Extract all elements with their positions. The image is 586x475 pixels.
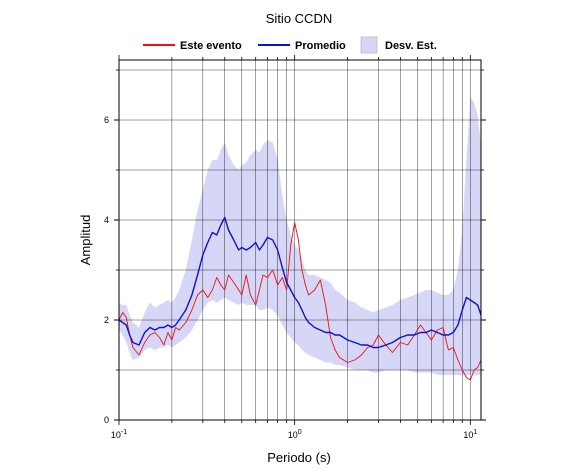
este-evento-line [118, 222, 482, 381]
legend-swatch-desv-est [360, 36, 378, 54]
plot-area: 0 2 4 6 10-1 100 101 [104, 55, 486, 440]
y-axis-label: Amplitud [78, 215, 93, 266]
legend-label-desv-est: Desv. Est. [385, 40, 437, 52]
plot-frame [118, 59, 482, 421]
y-tick-label: 6 [104, 115, 109, 125]
legend-label-promedio: Promedio [295, 40, 346, 52]
promedio-line [118, 216, 482, 349]
y-tick-label: 4 [104, 215, 109, 225]
desv-est-band [119, 97, 481, 375]
x-tick-label: 101 [463, 429, 477, 440]
x-axis-label: Periodo (s) [267, 450, 331, 465]
legend-label-este-evento: Este evento [180, 40, 242, 52]
x-tick-label: 100 [288, 429, 302, 440]
chart-title: Sitio CCDN [266, 11, 332, 26]
y-tick-label: 2 [104, 315, 109, 325]
legend: Este evento Promedio Desv. Est. [143, 36, 437, 54]
y-tick-label: 0 [104, 415, 109, 425]
x-tick-label: 10-1 [111, 429, 127, 440]
